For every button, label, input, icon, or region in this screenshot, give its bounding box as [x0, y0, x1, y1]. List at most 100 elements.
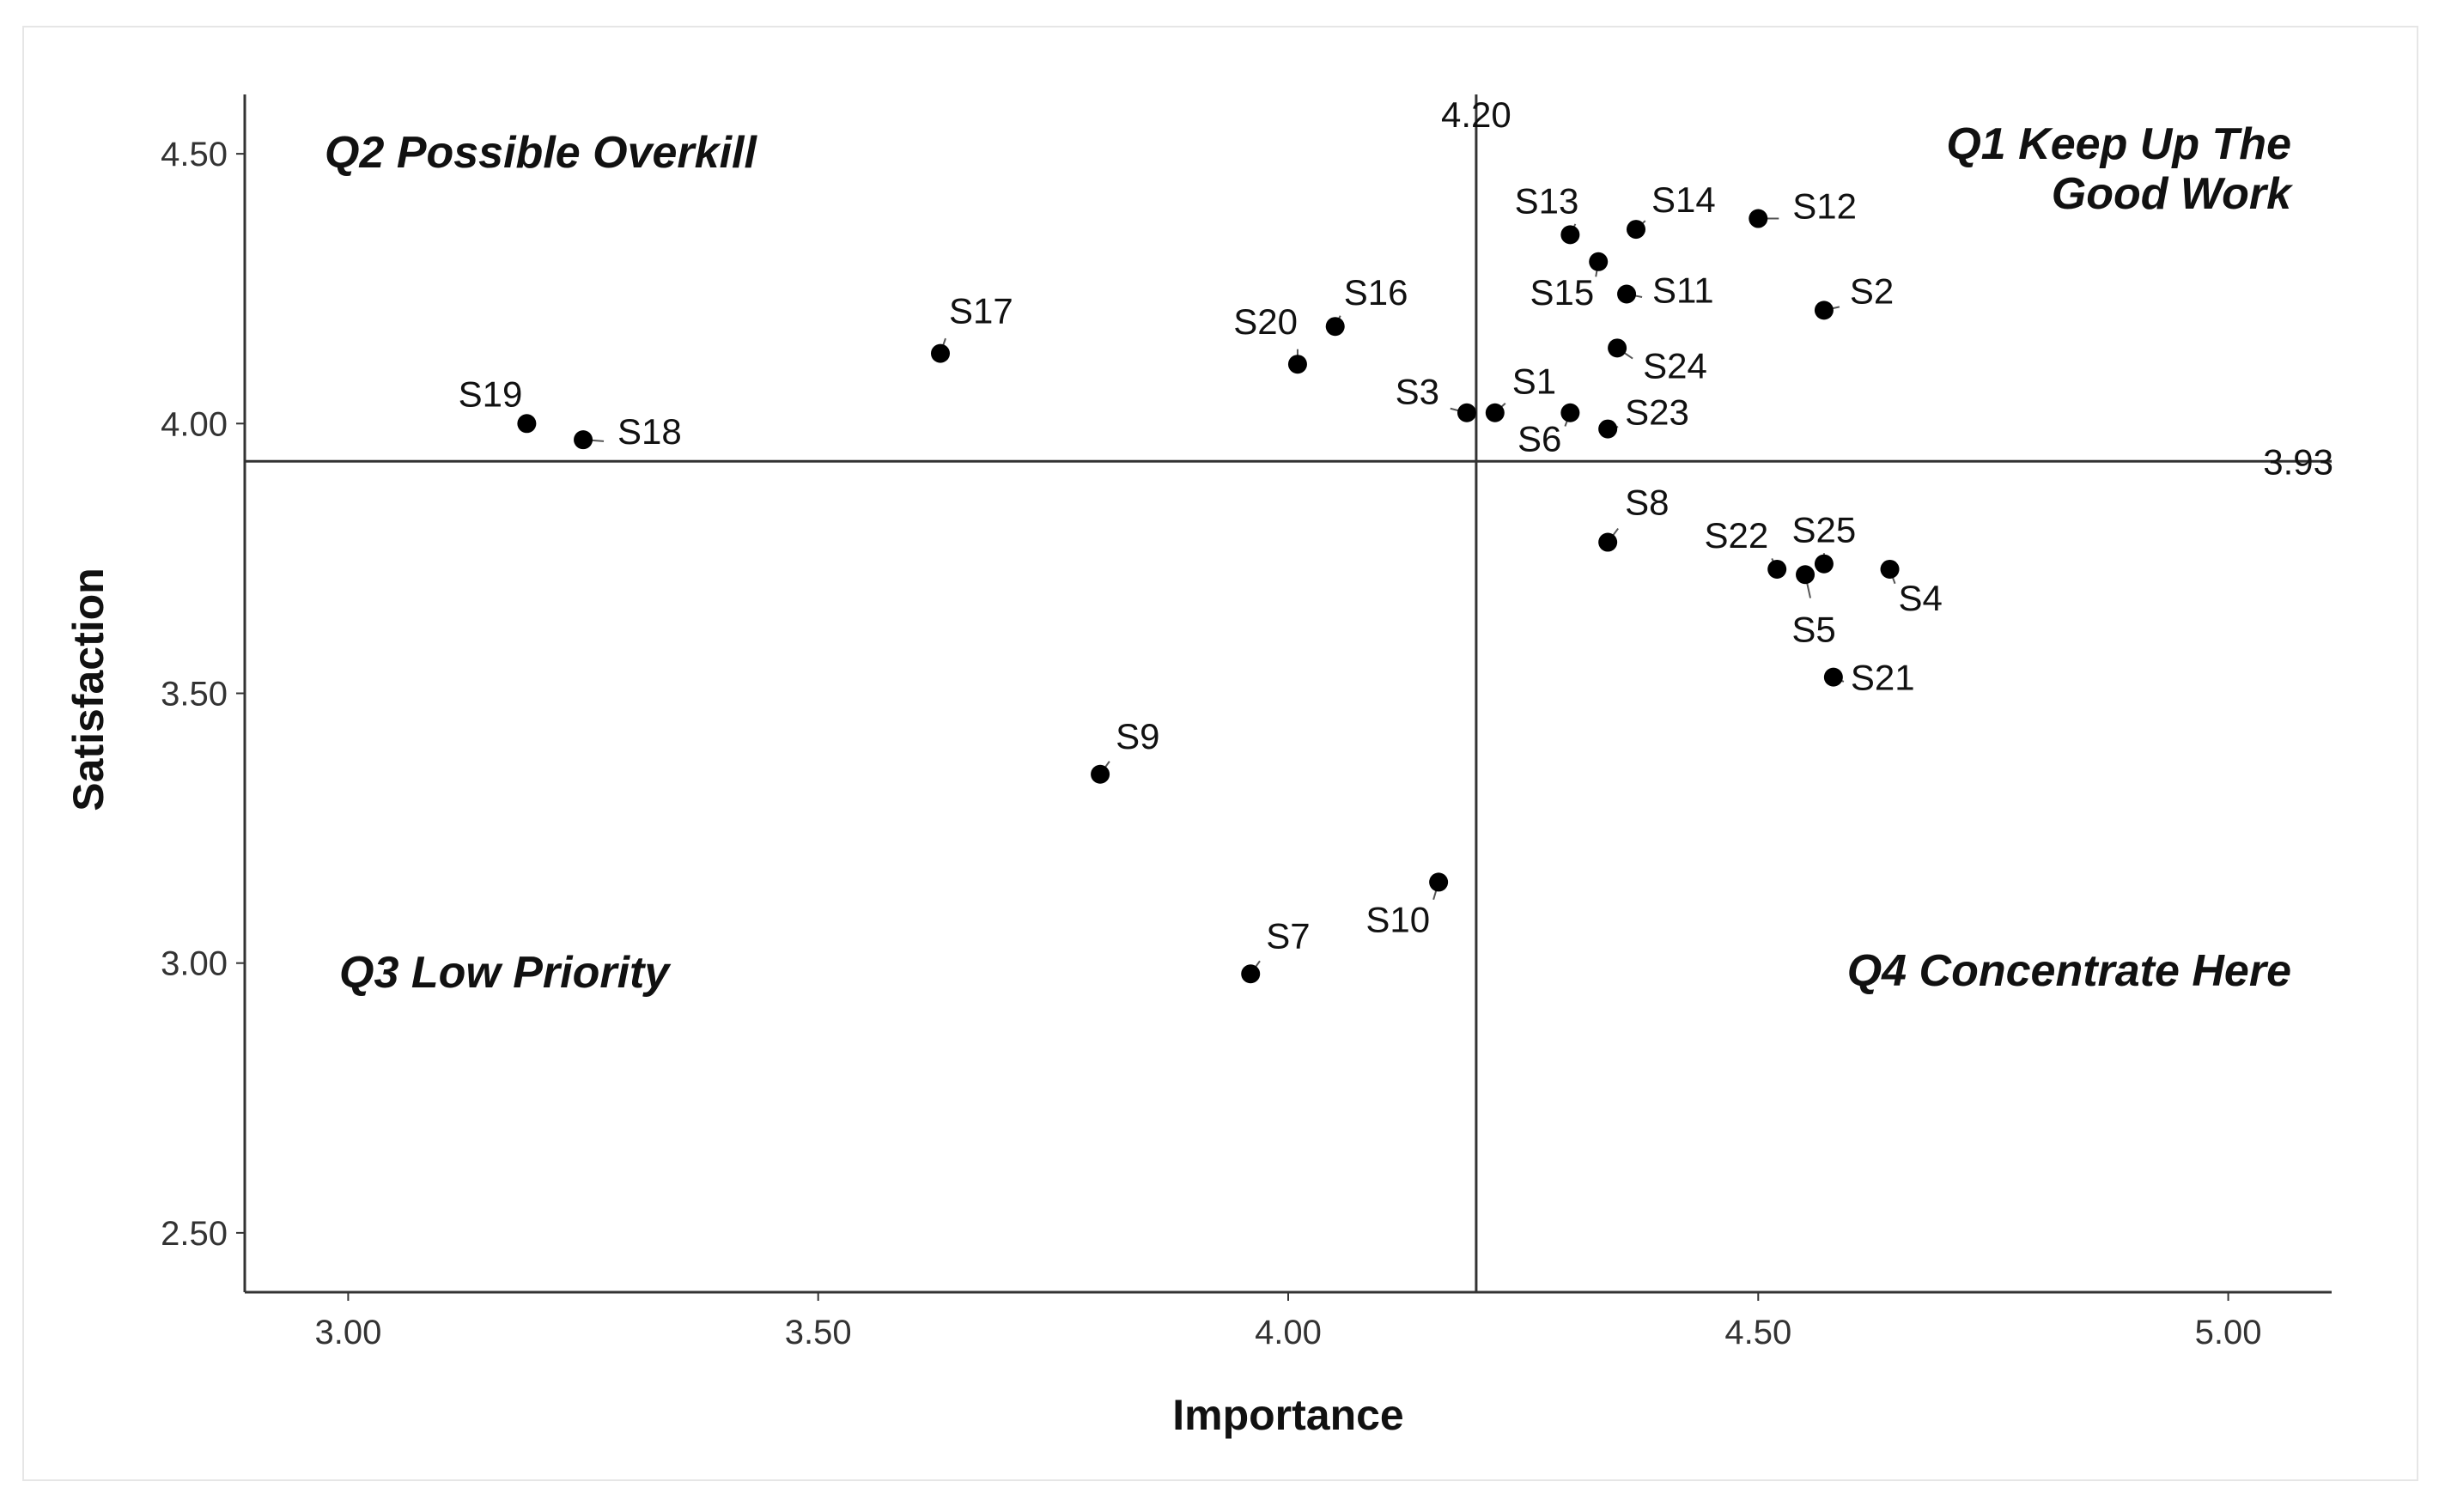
scatter-point [1287, 355, 1307, 374]
point-label: S24 [1643, 345, 1707, 386]
scatter-point [1823, 667, 1843, 687]
point-label: S22 [1704, 515, 1768, 556]
point-s23: S23 [1598, 392, 1689, 439]
scatter-point [1608, 338, 1627, 358]
point-s2: S2 [1814, 270, 1894, 320]
point-s1: S1 [1485, 361, 1556, 422]
point-s5: S5 [1791, 565, 1836, 649]
axes: 3.00 3.50 4.00 4.50 5.00 2.50 3.00 3.50 4.00 4.50 [161, 94, 2332, 1351]
y-tick-label: 4.50 [161, 136, 228, 173]
chart-frame [22, 26, 2418, 1481]
scatter-point [1814, 301, 1834, 320]
x-tick-label: 3.00 [314, 1314, 381, 1351]
scatter-point [1325, 317, 1345, 337]
scatter-point [1598, 532, 1618, 552]
point-label: S3 [1396, 372, 1439, 412]
x-tick-label: 5.00 [2195, 1314, 2262, 1351]
point-s20: S20 [1233, 301, 1307, 374]
scatter-point [1485, 403, 1505, 422]
point-s21: S21 [1823, 658, 1915, 698]
point-s3: S3 [1396, 372, 1476, 422]
x-reference-label: 4.20 [1441, 94, 1511, 135]
y-tick-label: 3.50 [161, 676, 228, 713]
x-axis-title: Importance [1172, 1391, 1404, 1439]
scatter-point [1767, 559, 1787, 579]
scatter-point [1880, 559, 1900, 579]
scatter-point [1457, 403, 1476, 422]
point-label: S5 [1791, 609, 1835, 649]
data-points: S1 S2 S3 S4 S5 S6 S7 S8 S9 S10 S11 S12 S13 S14 S15 S16 S… [459, 179, 1943, 984]
scatter-point [1560, 225, 1580, 245]
y-reference-label: 3.93 [2263, 441, 2333, 482]
point-label: S7 [1266, 915, 1310, 956]
quadrant-label-q3: Q3 Low Priority [339, 948, 672, 998]
scatter-point [1598, 419, 1618, 439]
point-s15: S15 [1530, 252, 1609, 313]
scatter-point [1241, 964, 1261, 984]
point-label: S11 [1652, 270, 1714, 311]
y-tick-label: 3.00 [161, 945, 228, 983]
quadrant-label-q1: Q1 Keep Up The [1946, 119, 2291, 169]
point-label: S13 [1515, 180, 1579, 221]
scatter-point [1749, 209, 1768, 228]
point-s7: S7 [1241, 915, 1311, 984]
point-label: S23 [1625, 392, 1689, 433]
point-label: S6 [1517, 419, 1561, 459]
y-tick-label: 4.00 [161, 405, 228, 443]
point-s24: S24 [1608, 338, 1707, 386]
point-label: S16 [1344, 272, 1408, 313]
point-s14: S14 [1627, 179, 1716, 240]
point-label: S8 [1625, 483, 1669, 523]
point-s16: S16 [1325, 272, 1408, 337]
point-s17: S17 [931, 291, 1013, 363]
point-s19: S19 [459, 373, 537, 434]
point-s4: S4 [1880, 559, 1943, 618]
point-label: S17 [949, 291, 1013, 331]
y-axis-title: Satisfaction [64, 568, 113, 811]
point-s12: S12 [1749, 186, 1857, 228]
point-label: S19 [459, 373, 523, 414]
point-s18: S18 [574, 411, 682, 452]
scatter-point [517, 414, 537, 434]
reference-lines: 4.20 3.93 [245, 94, 2333, 1292]
point-label: S12 [1792, 186, 1857, 227]
point-s11: S11 [1617, 270, 1714, 311]
scatter-point [1627, 220, 1645, 240]
scatter-point [1617, 284, 1637, 304]
point-s13: S13 [1515, 180, 1580, 245]
point-label: S14 [1651, 179, 1716, 220]
point-s10: S10 [1365, 872, 1449, 939]
scatter-point [1796, 565, 1816, 585]
x-tick-label: 3.50 [785, 1314, 852, 1351]
point-label: S4 [1899, 578, 1943, 618]
scatter-point [1560, 403, 1580, 422]
quadrant-label-q1: Good Work [2052, 169, 2294, 219]
point-s25: S25 [1792, 510, 1857, 574]
point-label: S2 [1850, 270, 1894, 311]
x-tick-label: 4.00 [1255, 1314, 1322, 1351]
point-label: S25 [1792, 510, 1857, 550]
scatter-point [1429, 872, 1449, 892]
point-s22: S22 [1704, 515, 1787, 579]
scatter-point [931, 343, 950, 363]
scatter-point [1814, 554, 1834, 574]
point-label: S9 [1116, 716, 1159, 756]
point-label: S18 [617, 411, 682, 452]
point-label: S20 [1233, 301, 1298, 342]
quadrant-label-q4: Q4 Concentrate Here [1847, 946, 2291, 996]
x-tick-label: 4.50 [1724, 1314, 1791, 1351]
point-label: S21 [1851, 658, 1915, 698]
scatter-point [574, 430, 593, 450]
point-label: S10 [1365, 899, 1430, 939]
point-s8: S8 [1598, 483, 1670, 552]
point-label: S1 [1512, 361, 1556, 402]
point-label: S15 [1530, 272, 1594, 313]
scatter-point [1091, 764, 1110, 784]
point-s6: S6 [1517, 403, 1580, 459]
scatter-point [1589, 252, 1609, 271]
y-tick-label: 2.50 [161, 1215, 228, 1253]
point-s9: S9 [1091, 716, 1159, 784]
quadrant-label-q2: Q2 Possible Overkill [325, 128, 757, 178]
